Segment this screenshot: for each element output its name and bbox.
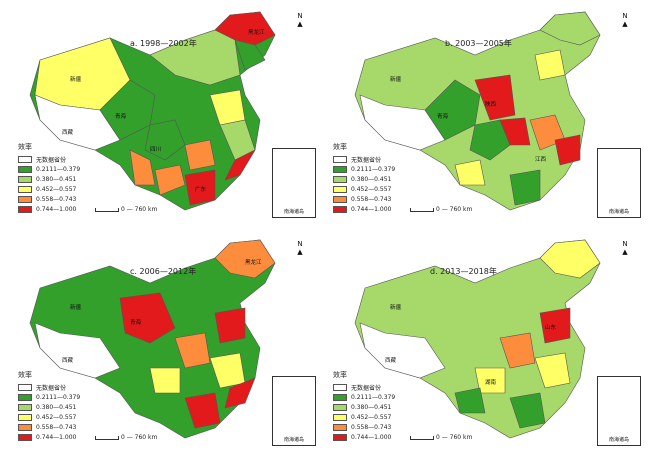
- legend-label: 0.2111—0.379: [36, 165, 81, 173]
- legend-item: 无数据省份: [18, 154, 80, 164]
- map-panel-a: a. 1998—2002年 N ▲ 效率 无数据省份 0.2111—0.379 0…: [0, 0, 325, 228]
- legend-label: 0.2111—0.379: [36, 393, 81, 401]
- legend-label: 0.558—0.743: [36, 423, 77, 431]
- legend-item: 0.744—1.000: [18, 432, 80, 442]
- legend-label: 0.380—0.451: [351, 175, 392, 183]
- legend-label: 无数据省份: [351, 156, 382, 164]
- legend-label: 无数据省份: [351, 384, 382, 392]
- legend: 效率 无数据省份 0.2111—0.379 0.380—0.451 0.452—…: [18, 142, 80, 214]
- scale-label: 0 — 760 km: [436, 434, 473, 441]
- legend-item: 0.558—0.743: [333, 422, 395, 432]
- legend-label: 0.744—1.000: [351, 205, 392, 213]
- scale-bar: 0 — 760 km: [410, 206, 472, 213]
- inset-caption: 南海诸岛: [608, 437, 629, 443]
- north-arrow: N ▲: [297, 12, 303, 28]
- legend-item: 0.558—0.743: [333, 194, 395, 204]
- legend: 效率 无数据省份 0.2111—0.379 0.380—0.451 0.452—…: [333, 142, 395, 214]
- legend-label: 0.2111—0.379: [351, 393, 396, 401]
- legend-label: 0.744—1.000: [36, 433, 77, 441]
- legend-item: 无数据省份: [18, 382, 80, 392]
- legend-label: 0.380—0.451: [36, 403, 77, 411]
- panel-title: c. 2006—2012年: [130, 267, 197, 276]
- inset-caption: 南海诸岛: [608, 209, 629, 215]
- legend-label: 0.452—0.557: [351, 185, 392, 193]
- legend-label: 0.452—0.557: [351, 413, 392, 421]
- legend-item: 0.2111—0.379: [333, 164, 395, 174]
- legend-item: 0.744—1.000: [333, 204, 395, 214]
- legend-item: 0.452—0.557: [333, 412, 395, 422]
- legend-item: 无数据省份: [333, 382, 395, 392]
- north-arrow: N ▲: [622, 240, 628, 256]
- legend-label: 0.744—1.000: [36, 205, 77, 213]
- legend-label: 无数据省份: [36, 156, 67, 164]
- legend-item: 0.452—0.557: [333, 184, 395, 194]
- legend-item: 0.380—0.451: [18, 174, 80, 184]
- south-china-sea-inset: 南海诸岛: [272, 376, 316, 446]
- legend-title: 效率: [18, 143, 32, 151]
- north-label: N: [297, 240, 303, 248]
- north-label: N: [622, 12, 628, 20]
- panel-title: b. 2003—2005年: [445, 39, 512, 48]
- legend-label: 0.558—0.743: [351, 423, 392, 431]
- legend-label: 0.558—0.743: [351, 195, 392, 203]
- legend-label: 无数据省份: [36, 384, 67, 392]
- legend-item: 无数据省份: [333, 154, 395, 164]
- legend-label: 0.452—0.557: [36, 413, 77, 421]
- legend-label: 0.558—0.743: [36, 195, 77, 203]
- south-china-sea-inset: 南海诸岛: [597, 148, 641, 218]
- inset-caption: 南海诸岛: [283, 437, 304, 443]
- map-panel-b: b. 2003—2005年 N ▲ 效率 无数据省份 0.2111—0.379 0…: [325, 0, 650, 228]
- legend-label: 0.744—1.000: [351, 433, 392, 441]
- legend-label: 0.2111—0.379: [351, 165, 396, 173]
- legend-label: 0.452—0.557: [36, 185, 77, 193]
- south-china-sea-inset: 南海诸岛: [597, 376, 641, 446]
- inset-caption: 南海诸岛: [283, 209, 304, 215]
- legend-label: 0.380—0.451: [36, 175, 77, 183]
- legend: 效率 无数据省份 0.2111—0.379 0.380—0.451 0.452—…: [18, 370, 80, 442]
- panel-title: d. 2013—2018年: [430, 267, 497, 276]
- legend-item: 0.744—1.000: [18, 204, 80, 214]
- north-arrow: N ▲: [622, 12, 628, 28]
- scale-label: 0 — 760 km: [436, 206, 473, 213]
- legend-item: 0.2111—0.379: [18, 164, 80, 174]
- legend-title: 效率: [333, 371, 347, 379]
- legend-item: 0.380—0.451: [333, 402, 395, 412]
- legend-item: 0.380—0.451: [333, 174, 395, 184]
- legend-title: 效率: [333, 143, 347, 151]
- legend-item: 0.380—0.451: [18, 402, 80, 412]
- legend-item: 0.744—1.000: [333, 432, 395, 442]
- legend-item: 0.452—0.557: [18, 412, 80, 422]
- panel-title: a. 1998—2002年: [130, 39, 197, 48]
- scale-bar: 0 — 760 km: [95, 434, 157, 441]
- scale-label: 0 — 760 km: [121, 206, 158, 213]
- legend-item: 0.452—0.557: [18, 184, 80, 194]
- scale-bar: 0 — 760 km: [95, 206, 157, 213]
- north-label: N: [297, 12, 303, 20]
- china-map-b: [354, 11, 601, 211]
- legend-item: 0.558—0.743: [18, 422, 80, 432]
- legend-item: 0.2111—0.379: [333, 392, 395, 402]
- legend-item: 0.558—0.743: [18, 194, 80, 204]
- map-panel-c: c. 2006—2012年 N ▲ 效率 无数据省份 0.2111—0.379 0…: [0, 228, 325, 456]
- china-map-d: [354, 239, 601, 439]
- north-arrow: N ▲: [297, 240, 303, 256]
- north-label: N: [622, 240, 628, 248]
- scale-label: 0 — 760 km: [121, 434, 158, 441]
- legend: 效率 无数据省份 0.2111—0.379 0.380—0.451 0.452—…: [333, 370, 395, 442]
- map-panel-d: d. 2013—2018年 N ▲ 效率 无数据省份 0.2111—0.379 0…: [325, 228, 650, 456]
- legend-label: 0.380—0.451: [351, 403, 392, 411]
- china-map-c: [29, 239, 276, 439]
- china-map-a: [29, 11, 276, 211]
- legend-title: 效率: [18, 371, 32, 379]
- south-china-sea-inset: 南海诸岛: [272, 148, 316, 218]
- legend-item: 0.2111—0.379: [18, 392, 80, 402]
- scale-bar: 0 — 760 km: [410, 434, 472, 441]
